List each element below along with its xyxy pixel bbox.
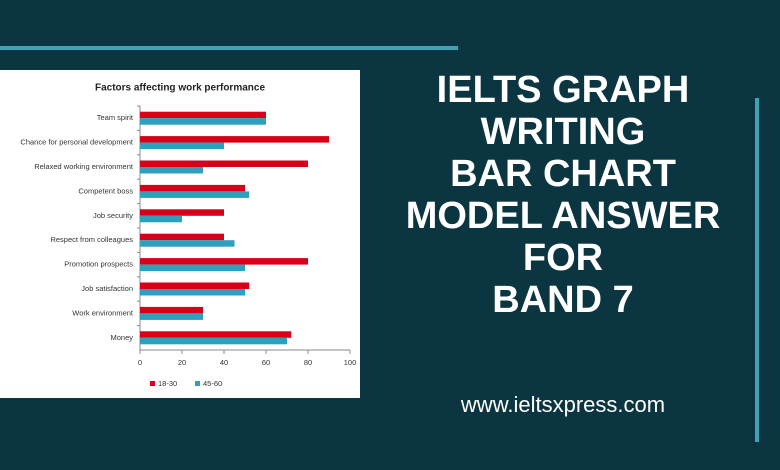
y-tick-label: Promotion prospects [64, 260, 133, 269]
bar [140, 111, 266, 119]
bar [140, 184, 245, 192]
bar [140, 142, 224, 150]
x-tick-label: 80 [304, 358, 312, 367]
bar [140, 191, 250, 198]
y-tick-label: Money [110, 333, 133, 342]
y-tick-label: Respect from colleagues [50, 235, 133, 244]
bar [140, 313, 203, 320]
x-tick-label: 60 [262, 358, 270, 367]
top-rule [0, 46, 458, 50]
y-tick-label: Team spirit [97, 113, 134, 122]
x-tick-label: 0 [138, 358, 142, 367]
y-tick-label: Chance for personal development [20, 138, 133, 147]
x-tick-label: 100 [344, 358, 357, 367]
bar [140, 240, 235, 247]
bar [140, 306, 203, 314]
y-tick-label: Job security [93, 211, 133, 220]
legend-swatch [150, 381, 155, 386]
heading-line: BAND 7 [492, 279, 633, 321]
bar [140, 264, 245, 272]
y-tick-label: Work environment [72, 308, 134, 317]
heading-line: WRITING [481, 111, 646, 153]
legend-label: 45-60 [203, 379, 222, 388]
bar [140, 209, 224, 216]
bar [140, 258, 308, 265]
legend-label: 18-30 [158, 379, 177, 388]
bar [140, 289, 245, 296]
heading-line: IELTS GRAPH [437, 69, 690, 111]
side-rule [755, 98, 759, 442]
bar [140, 136, 329, 143]
heading-line: FOR [523, 237, 603, 279]
bar [140, 331, 292, 338]
heading-line: BAR CHART [450, 153, 676, 195]
bar [140, 282, 250, 289]
bar [140, 160, 308, 167]
bar [140, 215, 182, 223]
x-tick-label: 20 [178, 358, 186, 367]
heading-line: MODEL ANSWER [406, 195, 721, 237]
bar [140, 233, 224, 241]
site-url: www.ieltsxpress.com [460, 392, 665, 417]
bar [140, 167, 203, 174]
y-tick-label: Relaxed working environment [34, 162, 134, 171]
y-tick-label: Competent boss [78, 186, 133, 195]
y-tick-label: Job satisfaction [81, 284, 133, 293]
legend-swatch [195, 381, 200, 386]
bar [140, 118, 266, 125]
chart-title: Factors affecting work performance [95, 83, 265, 94]
x-tick-label: 40 [220, 358, 228, 367]
bar [140, 337, 287, 345]
